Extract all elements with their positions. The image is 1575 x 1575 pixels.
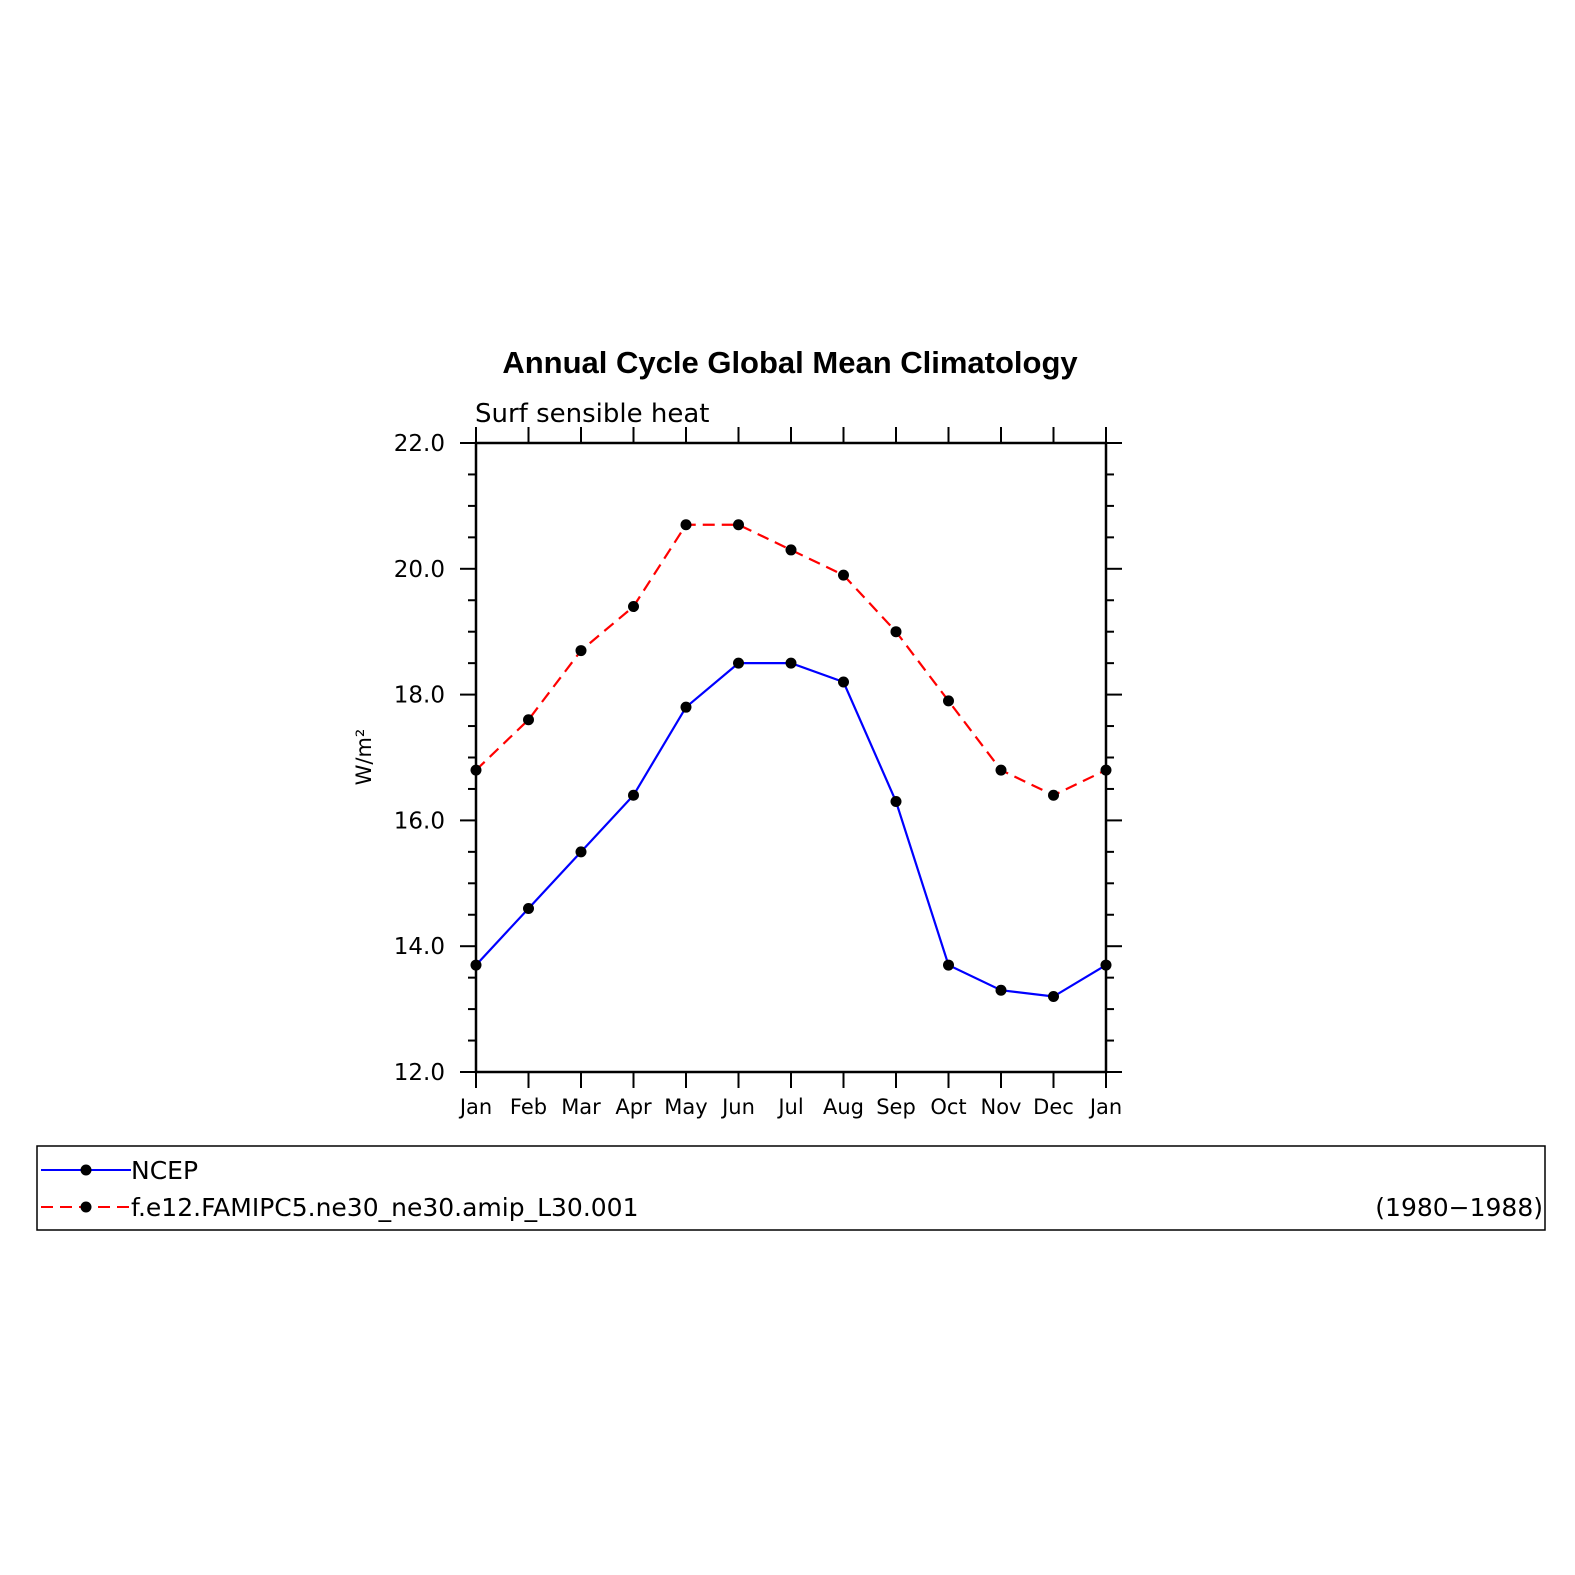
data-point: [785, 657, 797, 669]
data-point: [785, 544, 797, 556]
axis-ticks: [460, 427, 1122, 1088]
series-line-0: [475, 662, 1107, 998]
data-point: [995, 764, 1007, 776]
x-tick-label: May: [664, 1095, 707, 1119]
x-tick-labels: Jan Feb Mar Apr May Jun Jul Aug Sep Oct Nov Dec Jan: [458, 1095, 1122, 1119]
y-tick-label: 18.0: [394, 683, 445, 709]
x-tick-label: Jan: [1088, 1095, 1122, 1119]
y-tick-label: 20.0: [394, 557, 445, 583]
data-point: [575, 645, 587, 657]
data-point: [628, 789, 639, 801]
data-point: [890, 626, 902, 638]
data-point: [1100, 959, 1112, 971]
y-tick-label: 12.0: [394, 1060, 445, 1086]
data-point: [733, 519, 744, 531]
data-point: [470, 959, 482, 971]
plot-frame: [474, 441, 1108, 1074]
data-point: [890, 796, 902, 808]
x-tick-label: Aug: [823, 1095, 864, 1119]
data-point: [1100, 764, 1112, 776]
data-point: [680, 519, 692, 531]
data-point: [1048, 991, 1059, 1003]
data-point: [523, 714, 534, 726]
legend-label-ncep: NCEP: [131, 1156, 198, 1185]
y-axis-label: W/m²: [352, 729, 376, 786]
data-point: [838, 569, 849, 581]
data-point: [943, 695, 954, 707]
legend-marker-model: [80, 1201, 92, 1213]
x-tick-label: Jun: [720, 1095, 755, 1119]
y-tick-label: 16.0: [394, 808, 445, 834]
x-tick-label: Jul: [776, 1095, 803, 1119]
data-point: [575, 846, 587, 858]
legend-label-model: f.e12.FAMIPC5.ne30_ne30.amip_L30.001: [131, 1193, 639, 1222]
x-tick-label: Dec: [1033, 1095, 1074, 1119]
data-point: [470, 764, 482, 776]
legend-box: [36, 1145, 1546, 1231]
x-tick-label: Jan: [458, 1095, 492, 1119]
data-point: [733, 657, 744, 669]
x-tick-label: Nov: [981, 1095, 1022, 1119]
legend-marker-ncep: [80, 1164, 92, 1176]
data-point: [1048, 789, 1059, 801]
x-tick-label: Sep: [876, 1095, 916, 1119]
x-tick-label: Feb: [510, 1095, 547, 1119]
y-tick-labels: 12.0 14.0 16.0 18.0 20.0 22.0: [394, 431, 445, 1086]
y-tick-label: 22.0: [394, 431, 445, 457]
chart-subtitle: Surf sensible heat: [475, 399, 709, 429]
legend-period: (1980−1988): [1375, 1193, 1543, 1222]
x-tick-label: Oct: [930, 1095, 966, 1119]
data-point: [838, 676, 849, 688]
y-tick-label: 14.0: [394, 934, 445, 960]
x-tick-label: Apr: [615, 1095, 652, 1119]
legend: NCEP f.e12.FAMIPC5.ne30_ne30.amip_L30.00…: [36, 1145, 1546, 1231]
data-point: [995, 984, 1007, 996]
series-layer: [470, 519, 1112, 1003]
data-point: [943, 959, 954, 971]
data-point: [628, 601, 639, 613]
data-point: [680, 701, 692, 713]
data-point: [523, 902, 534, 914]
x-tick-label: Mar: [561, 1095, 601, 1119]
chart-title: Annual Cycle Global Mean Climatology: [502, 345, 1078, 380]
